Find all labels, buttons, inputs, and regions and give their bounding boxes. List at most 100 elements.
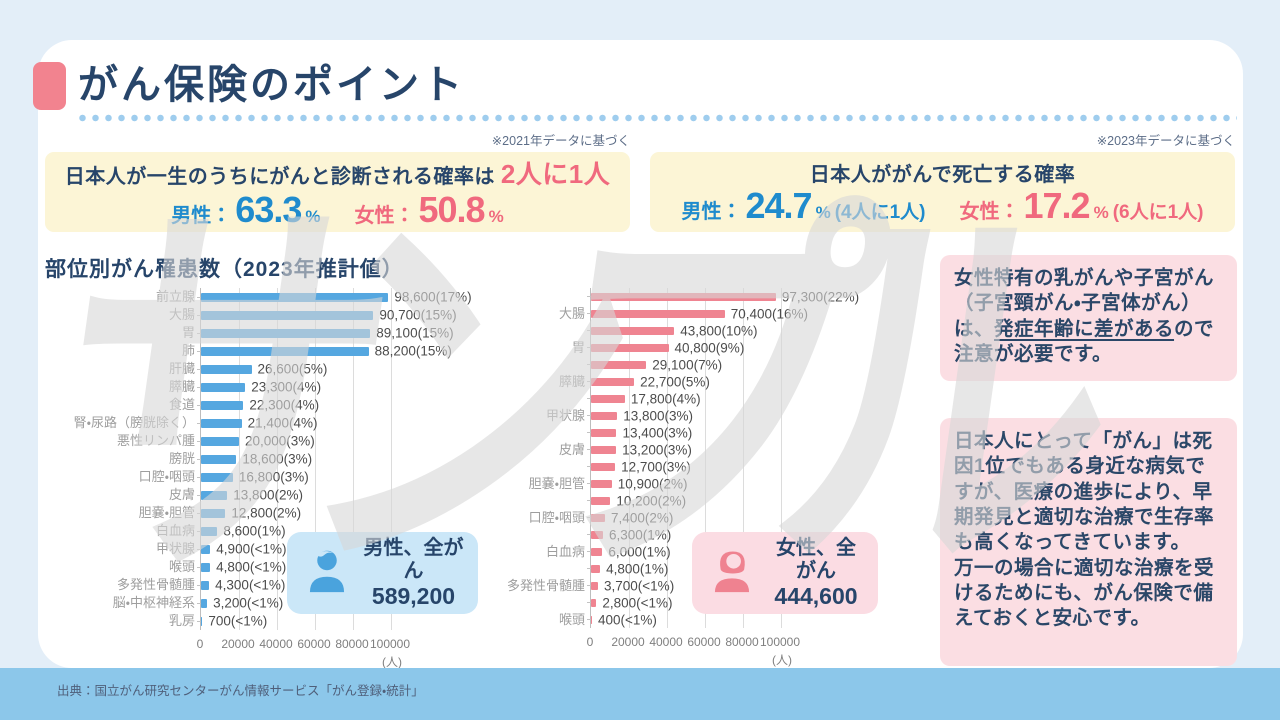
y-axis-tick <box>587 449 591 450</box>
category-label: 膵臓 <box>168 379 195 394</box>
category-label: 大腸 <box>558 306 585 321</box>
female-rate-unit: % <box>488 206 504 226</box>
bar <box>201 292 389 302</box>
source-citation: 出典：国立がん研究センターがん情報サービス「がん登録・統計」 <box>57 684 424 698</box>
y-axis-tick <box>587 330 591 331</box>
gridline <box>667 288 668 628</box>
value-label: 18,600(3%) <box>242 451 313 467</box>
female-cancer-note-underlined: 発症年齢に差がある <box>994 317 1175 340</box>
value-label: 4,300(<1%) <box>215 577 286 593</box>
bar <box>591 360 647 369</box>
y-axis-tick <box>197 296 201 298</box>
category-label: 口腔・咽頭 <box>528 510 585 525</box>
y-axis-tick <box>197 602 201 604</box>
bar <box>201 544 211 554</box>
y-axis-tick <box>197 566 201 568</box>
bar <box>201 328 371 338</box>
bar <box>201 436 239 446</box>
gridline <box>353 288 354 630</box>
bar <box>201 418 242 428</box>
value-label: 8,600(1%) <box>223 523 286 539</box>
value-label: 22,300(4%) <box>249 397 320 413</box>
male-incidence-bar-chart: 98,600(17%) 90,700(15%) 89,100(15%) 88,200(… <box>45 288 510 675</box>
dotted-divider <box>76 114 1237 122</box>
y-axis-tick <box>587 602 591 603</box>
category-label: 食道 <box>168 397 195 412</box>
value-label: 10,900(2%) <box>617 476 688 491</box>
category-label: 腎・尿路（膀胱除く） <box>73 415 195 430</box>
bar <box>591 564 601 573</box>
cancer-insurance-note-para1: 日本人にとって「がん」は死因1位でもある身近な病気ですが、医療の進歩により、早期… <box>954 430 1215 554</box>
x-axis-tick-label: 80000 <box>725 635 759 649</box>
x-axis-tick-label: 0 <box>586 635 594 649</box>
bar <box>591 513 606 522</box>
value-label: 13,800(2%) <box>233 487 304 503</box>
female-total-value: 444,600 <box>774 582 858 609</box>
value-label: 17,800(4%) <box>630 391 701 406</box>
y-axis-tick <box>197 332 201 334</box>
value-label: 3,200(<1%) <box>213 595 284 611</box>
bar <box>591 292 776 301</box>
x-axis-tick-label: 20000 <box>221 637 255 651</box>
category-label: 皮膚 <box>558 442 585 457</box>
category-label: 甲状腺 <box>545 408 585 423</box>
female-rate-label: 女性： <box>354 204 415 227</box>
bar <box>591 462 616 471</box>
value-label: 10,200(2%) <box>616 493 687 508</box>
bar <box>591 394 625 403</box>
diagnosis-heading-highlight: 2人に1人 <box>500 158 611 189</box>
value-label: 23,300(4%) <box>251 379 322 395</box>
y-axis-tick <box>197 458 201 460</box>
value-label: 97,300(22%) <box>781 289 860 304</box>
female-total-badge: 女性、全がん 444,600 <box>692 532 878 614</box>
page-title: がん保険のポイント <box>78 63 465 107</box>
value-label: 3,700(<1%) <box>604 578 675 593</box>
charts-section-title: 部位別がん罹患数（2023年推計値） <box>45 258 404 281</box>
gridline <box>391 288 392 630</box>
x-axis-tick-label: 100000 <box>369 637 411 651</box>
female-death-value: 17.2 <box>1023 184 1091 226</box>
female-total-text: 女性、全がん 444,600 <box>768 537 864 609</box>
y-axis-tick <box>197 494 201 496</box>
bar <box>591 309 725 318</box>
bar <box>201 472 233 482</box>
cancer-insurance-note: 日本人にとって「がん」は死因1位でもある身近な病気ですが、医療の進歩により、早期… <box>940 418 1237 666</box>
bar <box>591 598 597 607</box>
y-axis-tick <box>587 415 591 416</box>
bar <box>591 547 603 556</box>
female-cancer-note: 女性特有の乳がんや子宮がん（子宮頸がん・子宮体がん）は、発症年齢に差があるので注… <box>940 255 1237 381</box>
value-label: 4,800(1%) <box>606 561 669 576</box>
value-label: 6,000(1%) <box>608 544 671 559</box>
bar <box>591 343 669 352</box>
bar <box>591 530 603 539</box>
diagnosis-heading: 日本人が一生のうちにがんと診断される確率は 2人に1人 <box>65 154 611 191</box>
diagnosis-probability-box: 日本人が一生のうちにがんと診断される確率は 2人に1人 男性： 63.3 % 女… <box>45 152 630 232</box>
male-death-suffix: (4人に1人) <box>834 201 926 223</box>
value-label: 21,400(4%) <box>247 415 318 431</box>
category-label: 白血病 <box>545 544 585 559</box>
gridline <box>743 288 744 628</box>
y-axis-tick <box>587 619 591 620</box>
y-axis-tick <box>197 422 201 424</box>
value-label: 2,800(<1%) <box>602 595 673 610</box>
female-cancer-note-part2: ので注意が必要です。 <box>954 317 1215 366</box>
y-axis-tick <box>197 314 201 316</box>
value-label: 22,700(5%) <box>640 374 710 389</box>
bar <box>201 346 369 356</box>
female-death-label: 女性： <box>959 200 1020 223</box>
bar <box>201 598 208 608</box>
value-label: 98,600(17%) <box>394 289 472 305</box>
plot-area: 98,600(17%) 90,700(15%) 89,100(15%) 88,200(… <box>197 288 472 630</box>
data-note-2021: ※2021年データに基づく <box>491 134 630 148</box>
category-label: 胆嚢・胆管 <box>528 476 585 491</box>
category-label: 多発性骨髄腫 <box>506 578 585 593</box>
category-label: 甲状腺 <box>155 541 195 556</box>
bar <box>591 496 611 505</box>
bar <box>201 508 226 518</box>
gridline <box>239 288 240 630</box>
female-cancer-note-part1: 女性特有の乳がんや子宮がん（子宮頸がん・子宮体がん）は、 <box>954 267 1215 340</box>
x-axis-unit-label: (人) <box>772 653 792 667</box>
value-label: 26,600(5%) <box>257 361 328 377</box>
bar <box>591 326 675 335</box>
